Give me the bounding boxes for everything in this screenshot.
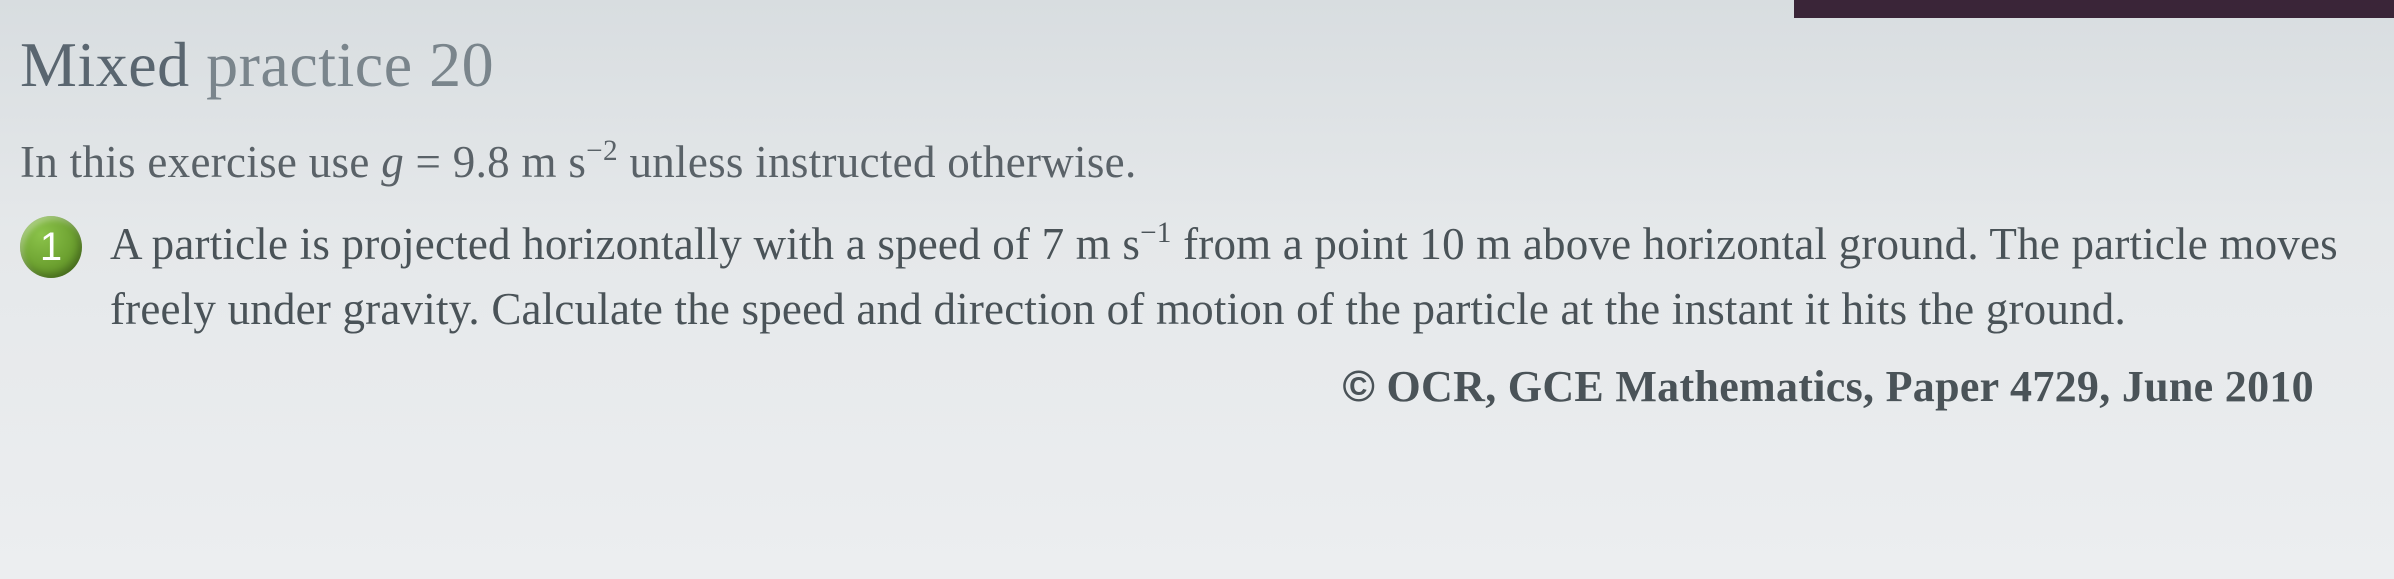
speed-value: 7 bbox=[1042, 219, 1065, 269]
question-row: 1 A particle is projected horizontally w… bbox=[20, 212, 2374, 343]
intro-suffix: unless instructed otherwise. bbox=[618, 137, 1137, 187]
question-body: A particle is projected horizontally wit… bbox=[110, 212, 2374, 343]
g-unit-base: m s bbox=[510, 137, 586, 187]
attribution: © OCR, GCE Mathematics, Paper 4729, June… bbox=[20, 361, 2374, 412]
attribution-text: OCR, GCE Mathematics, Paper 4729, June 2… bbox=[1375, 362, 2314, 411]
question-number-badge: 1 bbox=[20, 216, 82, 278]
intro-prefix: In this exercise use bbox=[20, 137, 381, 187]
question-number: 1 bbox=[40, 225, 62, 270]
speed-unit-exponent: −1 bbox=[1140, 217, 1172, 249]
g-variable: g bbox=[381, 137, 404, 187]
section-heading: Mixed practice 20 bbox=[20, 28, 2374, 102]
question-part-1: A particle is projected horizontally wit… bbox=[110, 219, 1042, 269]
page-top-edge bbox=[1794, 0, 2394, 18]
heading-light: practice 20 bbox=[206, 29, 494, 100]
g-value: 9.8 bbox=[453, 137, 510, 187]
speed-unit-base: m s bbox=[1064, 219, 1140, 269]
g-unit-exponent: −2 bbox=[586, 135, 618, 167]
copyright-icon: © bbox=[1342, 362, 1375, 411]
equals-sign: = bbox=[404, 137, 453, 187]
heading-normal: Mixed bbox=[20, 29, 190, 100]
intro-text: In this exercise use g = 9.8 m s−2 unles… bbox=[20, 136, 2374, 188]
